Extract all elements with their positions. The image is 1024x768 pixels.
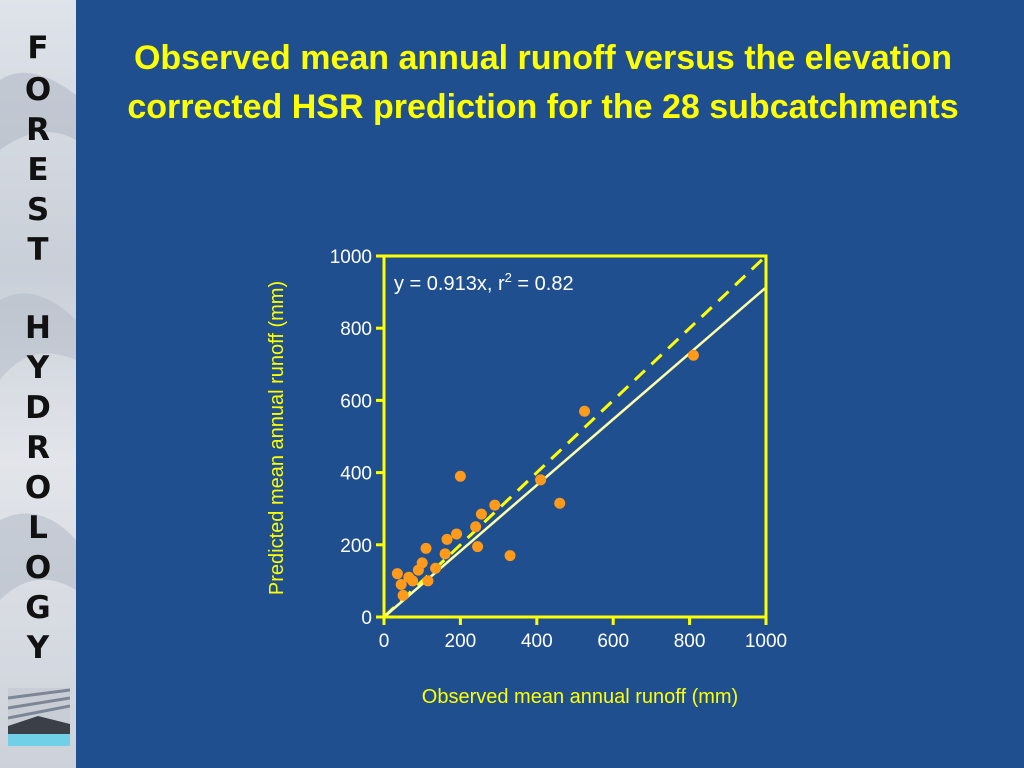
data-point [579, 405, 591, 417]
data-point [416, 557, 428, 569]
data-point [472, 541, 484, 553]
data-point [489, 499, 501, 511]
data-point [535, 474, 547, 486]
y-tick-label: 800 [340, 319, 372, 340]
y-tick-label: 600 [340, 391, 372, 412]
data-point [422, 575, 434, 587]
data-point [430, 562, 442, 574]
data-points [391, 349, 699, 601]
x-tick-label: 200 [445, 631, 477, 652]
sidebar-texture [0, 72, 76, 600]
data-point [439, 548, 451, 560]
sidebar-letter: R [26, 430, 50, 466]
data-point [687, 349, 699, 361]
sidebar-letter: D [25, 390, 51, 426]
sidebar-letter: Y [26, 630, 50, 666]
x-tick-label: 0 [379, 631, 390, 652]
regression-line [383, 286, 767, 618]
forest-hydrology-logo-icon [8, 688, 70, 746]
data-point [451, 528, 463, 540]
x-axis-title: Observed mean annual runoff (mm) [422, 686, 738, 708]
data-point [470, 521, 482, 533]
x-tick-label: 800 [674, 631, 706, 652]
data-point [395, 579, 407, 591]
y-tick-label: 400 [340, 464, 372, 485]
sidebar-letter: H [25, 310, 51, 346]
page-title: Observed mean annual runoff versus the e… [127, 39, 959, 126]
y-tick-label: 200 [340, 536, 372, 557]
plot-frame [382, 254, 768, 619]
equation-superscript: 2 [505, 270, 512, 285]
sidebar-letter: O [24, 470, 52, 506]
data-point [454, 470, 466, 482]
sidebar-letter: L [28, 510, 48, 546]
sidebar-letter: O [24, 72, 52, 108]
sidebar-letter: E [27, 152, 49, 188]
y-tick-label: 0 [361, 608, 372, 629]
slide-content [76, 0, 1024, 768]
sidebar-letter: S [26, 192, 50, 228]
data-point [475, 508, 487, 520]
regression-equation: y = 0.913x, r2 = 0.82 [394, 270, 574, 295]
one-to-one-line [382, 254, 768, 619]
data-point [397, 589, 409, 601]
sidebar-letter: Y [26, 350, 50, 386]
data-point [420, 542, 432, 554]
sidebar-letter: G [25, 590, 51, 626]
data-point [391, 568, 403, 580]
x-tick-label: 1000 [745, 631, 787, 652]
y-axis-title: Predicted mean annual runoff (mm) [266, 281, 288, 595]
sidebar-letter: F [27, 30, 49, 66]
sidebar-letter: T [27, 232, 49, 268]
sidebar-letter: O [24, 550, 52, 586]
data-point [504, 550, 516, 562]
equation-suffix: = 0.82 [512, 273, 574, 295]
data-point [554, 497, 566, 509]
x-tick-label: 600 [597, 631, 629, 652]
y-tick-label: 1000 [330, 247, 372, 268]
equation-main-text: y = 0.913x, r [394, 273, 505, 295]
data-point [407, 575, 419, 587]
data-point [441, 533, 453, 545]
sidebar-letter: R [26, 112, 50, 148]
axis-ticks: 0 200 400 600 800 1000 0 200 400 600 800 1000 [330, 247, 787, 652]
x-tick-label: 400 [521, 631, 553, 652]
